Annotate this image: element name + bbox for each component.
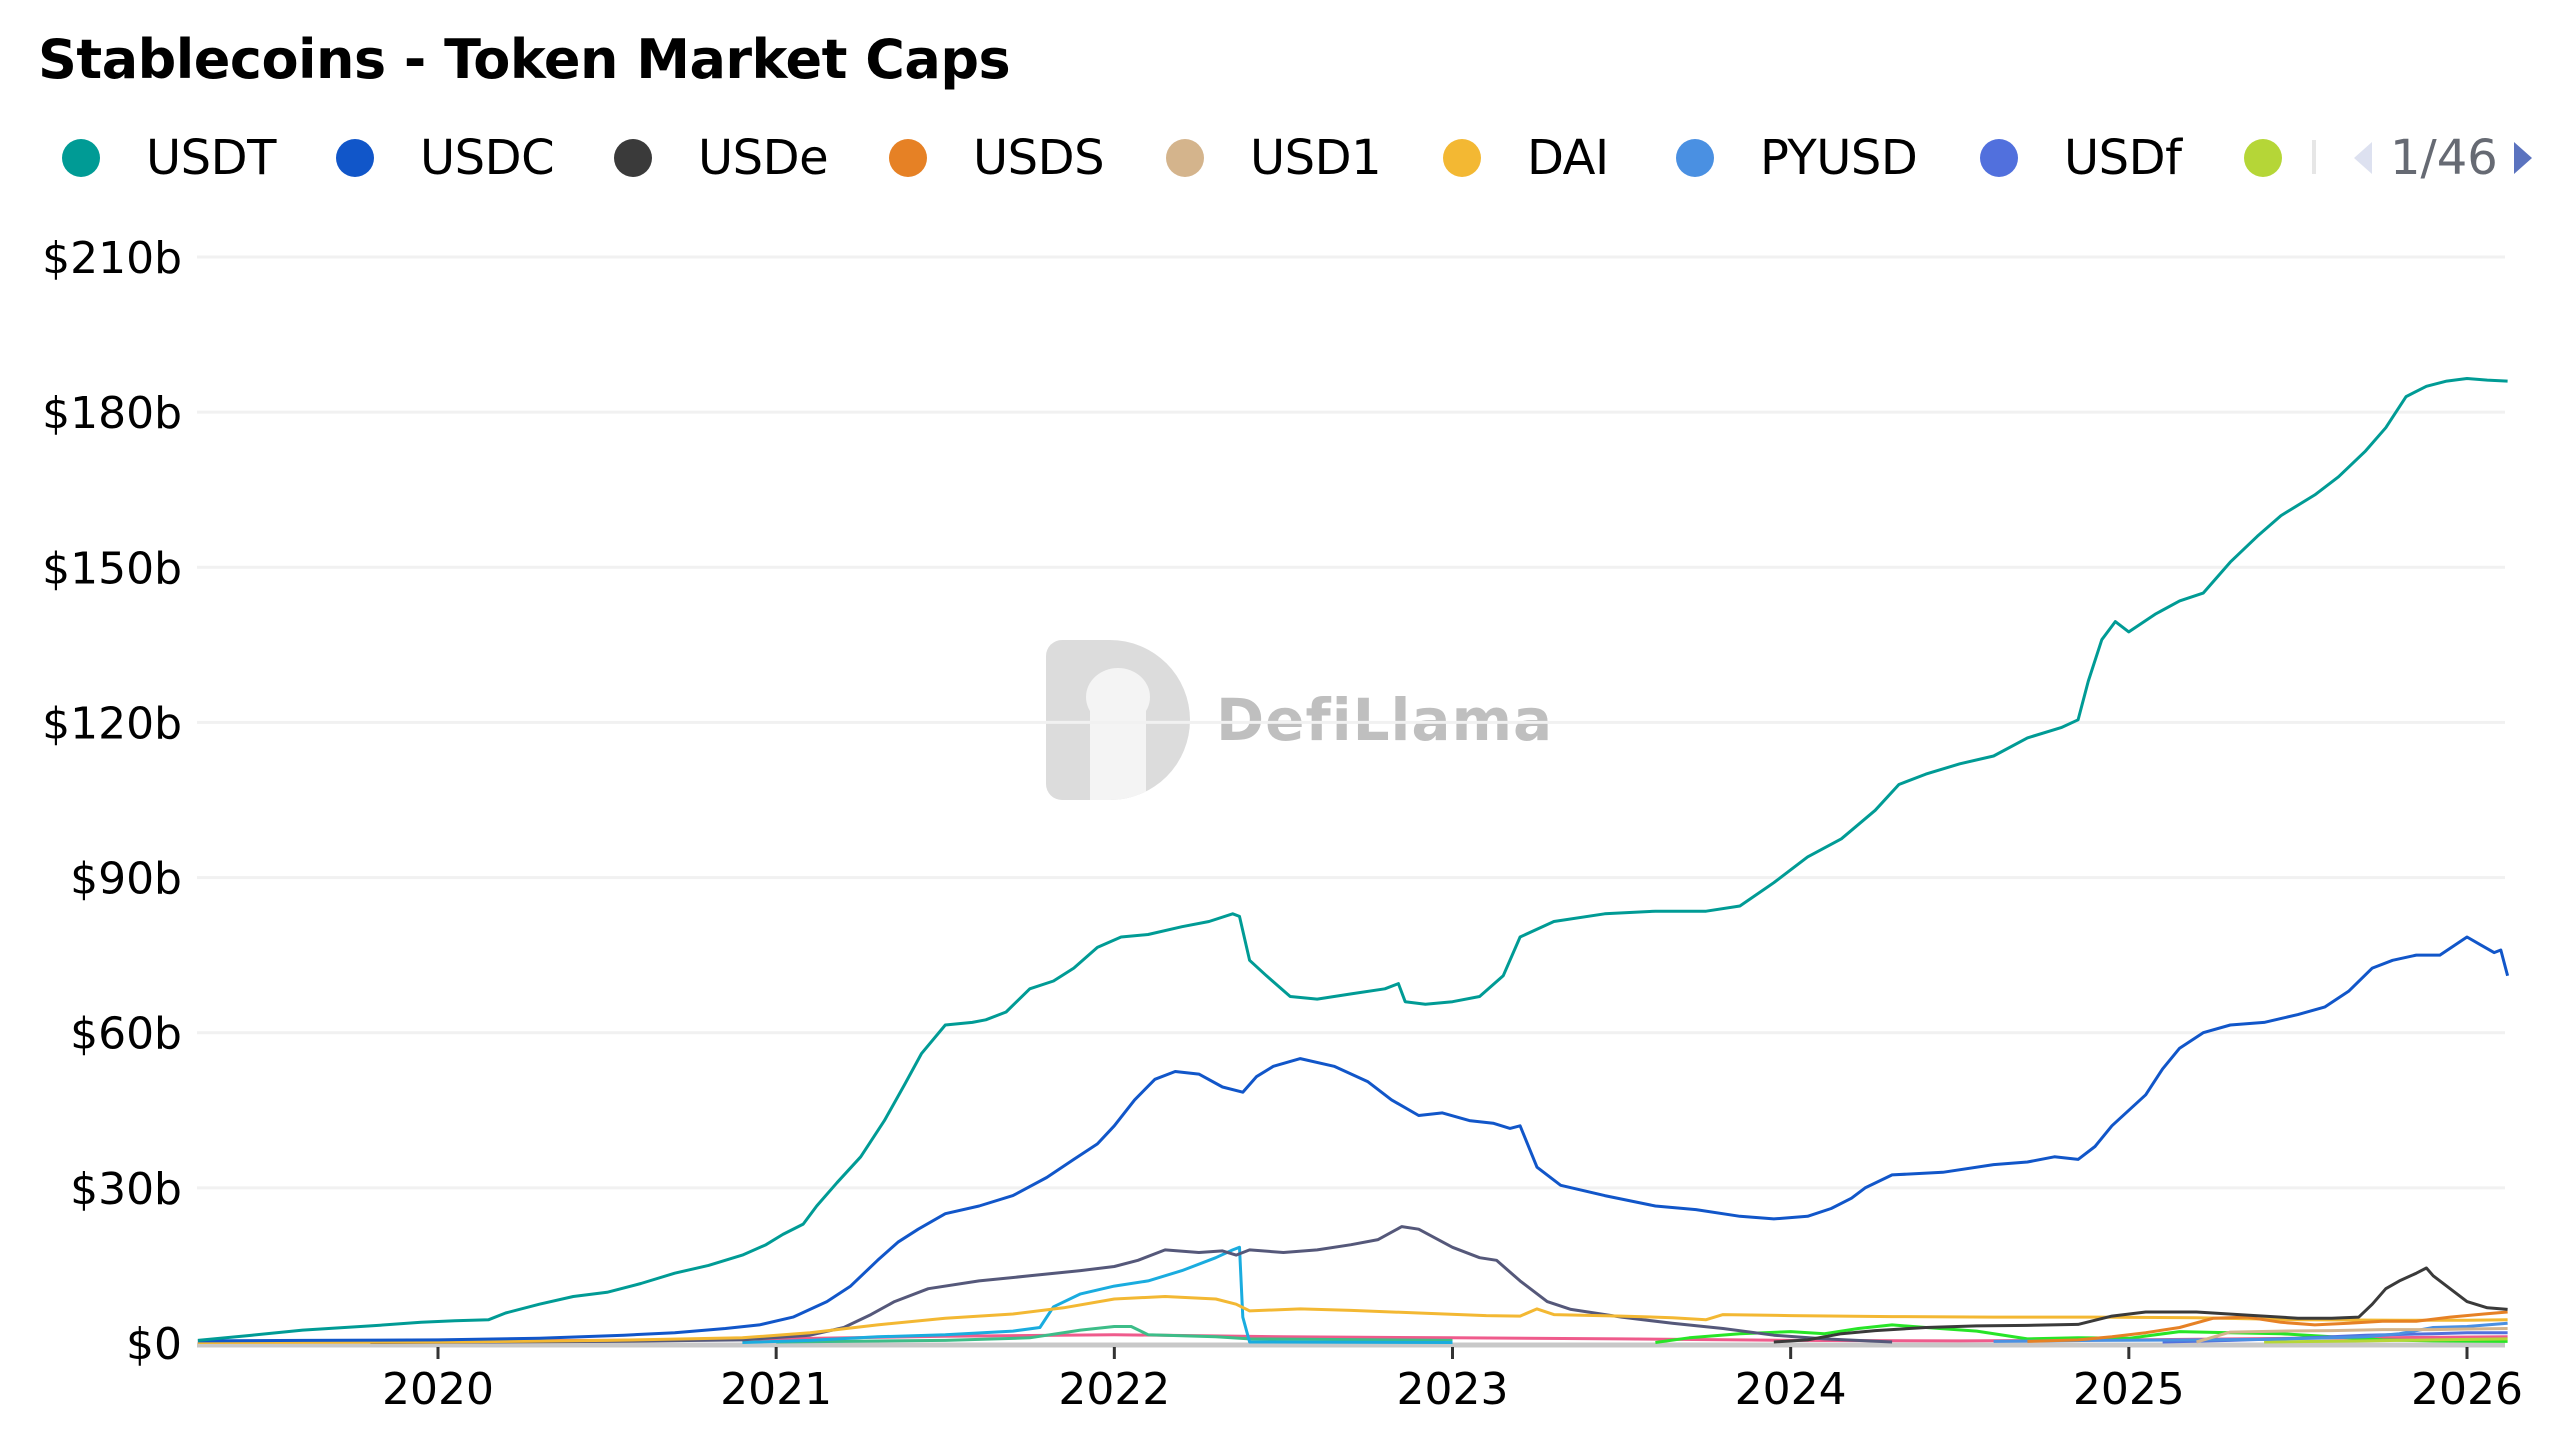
- legend-pager: 1/46: [2354, 128, 2532, 188]
- legend-page-indicator: 1/46: [2390, 130, 2498, 186]
- legend-dot-icon: [1443, 139, 1481, 177]
- legend-item-usds[interactable]: USDS: [889, 128, 1105, 188]
- legend-label: USDS: [973, 130, 1105, 186]
- triangle-right-icon[interactable]: [2513, 142, 2532, 174]
- legend-label: PYUSD: [1760, 130, 1918, 186]
- legend-label: USDe: [698, 130, 829, 186]
- y-tick-label: $120b: [42, 698, 182, 749]
- y-tick-label: $210b: [42, 233, 182, 284]
- series-line-unnamed: [2264, 1337, 2508, 1344]
- series-line-usdc: [197, 935, 2510, 1343]
- x-tick-label: 2024: [1735, 1364, 1847, 1415]
- series-line-tusd: [776, 1325, 1453, 1344]
- legend-item-usdf[interactable]: USDf: [1980, 128, 2182, 188]
- legend-dot-icon: [336, 139, 374, 177]
- x-tick-label: 2021: [720, 1364, 832, 1415]
- legend-dot-icon: [1676, 139, 1714, 177]
- legend-dot-icon: [62, 139, 100, 177]
- legend-item-usde[interactable]: USDe: [614, 128, 829, 188]
- grid-lines: [197, 255, 2505, 1190]
- x-axis: 2020 2021 2022 2023 2024 2025 2026: [197, 1342, 2523, 1415]
- series-line-ust: [742, 1245, 1453, 1344]
- legend-dot-icon: [889, 139, 927, 177]
- series-lines: [197, 377, 2510, 1344]
- watermark-text: DefiLlama: [1216, 686, 1554, 754]
- legend-dot-icon: [1980, 139, 2018, 177]
- legend-item-usdt[interactable]: USDT: [62, 128, 276, 188]
- chart-title: Stablecoins - Token Market Caps: [38, 28, 1011, 91]
- legend-dot-icon: [2244, 139, 2282, 177]
- y-tick-label: $30b: [70, 1164, 182, 1215]
- x-tick-label: 2023: [1397, 1364, 1509, 1415]
- legend-label: DAI: [1527, 130, 1609, 186]
- series-line-usd1: [2196, 1327, 2508, 1344]
- legend-label: USDC: [420, 130, 555, 186]
- x-tick-label: 2022: [1058, 1364, 1170, 1415]
- x-tick-label: 2025: [2073, 1364, 2185, 1415]
- series-line-usdt: [197, 377, 2508, 1342]
- legend-item-pyusd[interactable]: PYUSD: [1676, 128, 1918, 188]
- legend-label: USD1: [1250, 130, 1382, 186]
- series-line-pyusd: [1993, 1321, 2508, 1343]
- legend: USDT USDC USDe USDS USD1 DAI PYUSD USDf: [0, 128, 2560, 188]
- series-line-usde: [1773, 1266, 2508, 1344]
- y-tick-label: $60b: [70, 1009, 182, 1060]
- y-axis: $0 $30b $60b $90b $120b $150b $180b $210b: [42, 233, 182, 1370]
- legend-item-usd1[interactable]: USD1: [1166, 128, 1382, 188]
- legend-item-usdc[interactable]: USDC: [336, 128, 555, 188]
- legend-item-truncated[interactable]: [2244, 128, 2328, 188]
- series-line-dai: [197, 1295, 2508, 1344]
- x-tick-label: 2020: [382, 1364, 494, 1415]
- y-tick-label: $0: [126, 1319, 182, 1370]
- legend-label: USDf: [2064, 130, 2182, 186]
- legend-overflow-fade: [2312, 140, 2316, 174]
- legend-item-dai[interactable]: DAI: [1443, 128, 1609, 188]
- legend-dot-icon: [614, 139, 652, 177]
- llama-logo-icon: [1046, 640, 1190, 800]
- watermark: DefiLlama: [1046, 640, 1553, 800]
- legend-label: USDT: [146, 130, 276, 186]
- y-tick-label: $150b: [42, 543, 182, 594]
- series-line-usds: [2027, 1310, 2508, 1343]
- triangle-left-icon[interactable]: [2354, 142, 2372, 174]
- legend-dot-icon: [1166, 139, 1204, 177]
- series-line-busd: [370, 1225, 1893, 1344]
- x-tick-label: 2026: [2411, 1364, 2523, 1415]
- y-tick-label: $90b: [70, 854, 182, 905]
- y-tick-label: $180b: [42, 388, 182, 439]
